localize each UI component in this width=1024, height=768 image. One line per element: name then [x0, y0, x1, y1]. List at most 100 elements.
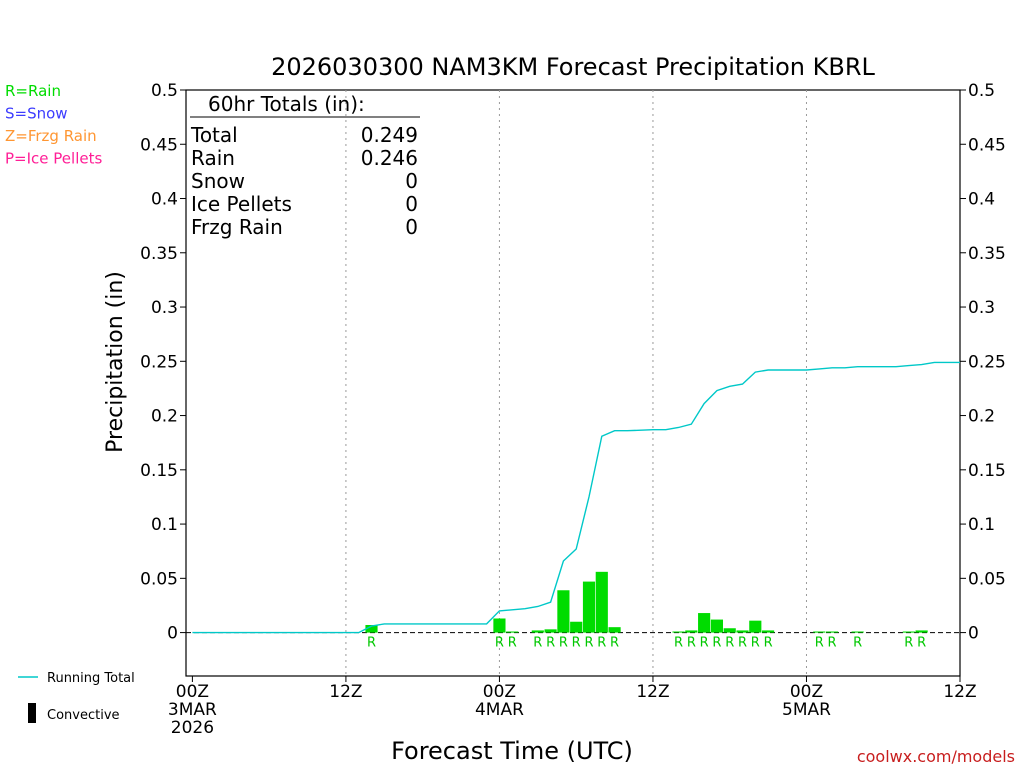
precip-type-code: R — [725, 636, 734, 651]
precip-type-code: R — [828, 636, 837, 651]
precip-bar — [762, 630, 775, 633]
totals-row-value: 0.246 — [361, 146, 418, 170]
type-legend-item: S=Snow — [5, 105, 68, 123]
x-tick-label: 2026 — [171, 718, 214, 738]
y-tick-label-right: 0.5 — [968, 81, 995, 101]
totals-row-label: Frzg Rain — [191, 215, 283, 239]
x-tick-label: 4MAR — [475, 700, 524, 720]
precip-bar — [506, 631, 519, 633]
totals-row-label: Total — [190, 123, 238, 147]
type-legend-item: P=Ice Pellets — [5, 150, 102, 168]
precip-type-code: R — [751, 636, 760, 651]
y-tick-label-right: 0.4 — [968, 190, 995, 210]
precip-bar — [813, 631, 826, 633]
x-tick-label: 12Z — [943, 682, 976, 702]
series-legend: Running Total Convective — [18, 671, 135, 723]
totals-row-label: Rain — [191, 146, 235, 170]
precip-type-code: R — [610, 636, 619, 651]
x-tick-label: 12Z — [329, 682, 362, 702]
type-legend-item: Z=Frzg Rain — [5, 127, 97, 145]
y-tick-label-right: 0.15 — [968, 461, 1006, 481]
y-tick-label-right: 0.3 — [968, 298, 995, 318]
precip-bar — [672, 631, 685, 633]
y-tick-label-left: 0.15 — [140, 461, 178, 481]
y-tick-label-left: 0.35 — [140, 244, 178, 264]
precip-bar — [595, 571, 608, 633]
precip-bar — [557, 590, 570, 633]
precip-type-code: R — [367, 636, 376, 651]
y-tick-label-right: 0.45 — [968, 135, 1006, 155]
x-tick-label: 00Z — [176, 682, 209, 702]
plot-area: 0 00.05 0.050.1 0.10.15 0.150.2 0.20.25 0.250.… — [140, 81, 1006, 738]
precip-type-code: R — [764, 636, 773, 651]
y-tick-label-left: 0.3 — [151, 298, 178, 318]
y-tick-label-right: 0.25 — [968, 352, 1006, 372]
y-axis-label: Precipitation (in) — [103, 271, 128, 453]
y-tick-label-right: 0.2 — [968, 407, 995, 427]
precip-type-code: R — [712, 636, 721, 651]
y-tick-label-left: 0.1 — [151, 515, 178, 535]
y-tick-label-left: 0.5 — [151, 81, 178, 101]
precip-type-code: R — [687, 636, 696, 651]
totals-box: 60hr Totals (in): Total 0.249 Rain 0.246 Snow… — [190, 92, 420, 239]
precip-type-code: R — [738, 636, 747, 651]
x-tick-label: 5MAR — [782, 700, 831, 720]
y-tick-label-right: 0 — [968, 624, 979, 644]
running-total-line — [192, 361, 960, 634]
precip-type-code: R — [597, 636, 606, 651]
precip-bar — [608, 627, 621, 633]
precip-bar — [544, 629, 557, 633]
x-tick-label: 12Z — [636, 682, 669, 702]
precip-type-code: R — [495, 636, 504, 651]
precip-type-code: R — [700, 636, 709, 651]
precip-type-code: R — [853, 636, 862, 651]
totals-row-label: Ice Pellets — [191, 192, 292, 216]
precip-type-code: R — [572, 636, 581, 651]
y-tick-label-left: 0 — [167, 624, 178, 644]
y-tick-label-right: 0.35 — [968, 244, 1006, 264]
precip-bar — [698, 613, 711, 633]
precip-bar — [582, 581, 596, 633]
precip-type-code: R — [559, 636, 568, 651]
type-legend-item: R=Rain — [5, 82, 61, 100]
precip-bar — [493, 618, 506, 633]
chart-title: 2026030300 NAM3KM Forecast Precipitation… — [271, 53, 875, 81]
x-tick-label: 00Z — [790, 682, 823, 702]
convective-legend-label: Convective — [47, 708, 120, 723]
x-axis-label: Forecast Time (UTC) — [391, 737, 633, 765]
totals-row-value: 0 — [405, 215, 418, 239]
y-tick-label-left: 0.45 — [140, 135, 178, 155]
x-tick-label: 00Z — [483, 682, 516, 702]
credit-text: coolwx.com/models — [857, 747, 1015, 766]
precip-type-code: R — [533, 636, 542, 651]
y-tick-label-left: 0.4 — [151, 190, 178, 210]
precip-bar — [851, 631, 864, 633]
precip-bar — [749, 620, 762, 633]
precip-type-code: R — [904, 636, 913, 651]
type-legend: R=Rain S=Snow Z=Frzg Rain P=Ice Pellets — [5, 82, 102, 168]
precip-bar — [570, 621, 583, 633]
running-total-legend-label: Running Total — [47, 671, 135, 686]
x-tick-label: 3MAR — [168, 700, 217, 720]
convective-legend-swatch — [28, 703, 36, 723]
precip-type-code: R — [584, 636, 593, 651]
totals-row-value: 0 — [405, 169, 418, 193]
precip-type-code: R — [674, 636, 683, 651]
y-tick-label-left: 0.2 — [151, 407, 178, 427]
precip-bar — [685, 630, 698, 633]
precip-bar — [723, 628, 736, 633]
precip-type-code: R — [815, 636, 824, 651]
totals-row-value: 0.249 — [361, 123, 418, 147]
precip-bar — [365, 624, 378, 633]
precip-bar — [902, 631, 915, 633]
totals-header: 60hr Totals (in): — [208, 92, 365, 116]
precip-bar — [825, 631, 839, 633]
y-tick-label-left: 0.25 — [140, 352, 178, 372]
precip-type-code: R — [508, 636, 517, 651]
precip-bar — [736, 630, 749, 633]
precip-bar — [531, 630, 544, 633]
precip-type-code: R — [546, 636, 555, 651]
y-tick-label-left: 0.05 — [140, 569, 178, 589]
precip-bar — [710, 619, 724, 633]
